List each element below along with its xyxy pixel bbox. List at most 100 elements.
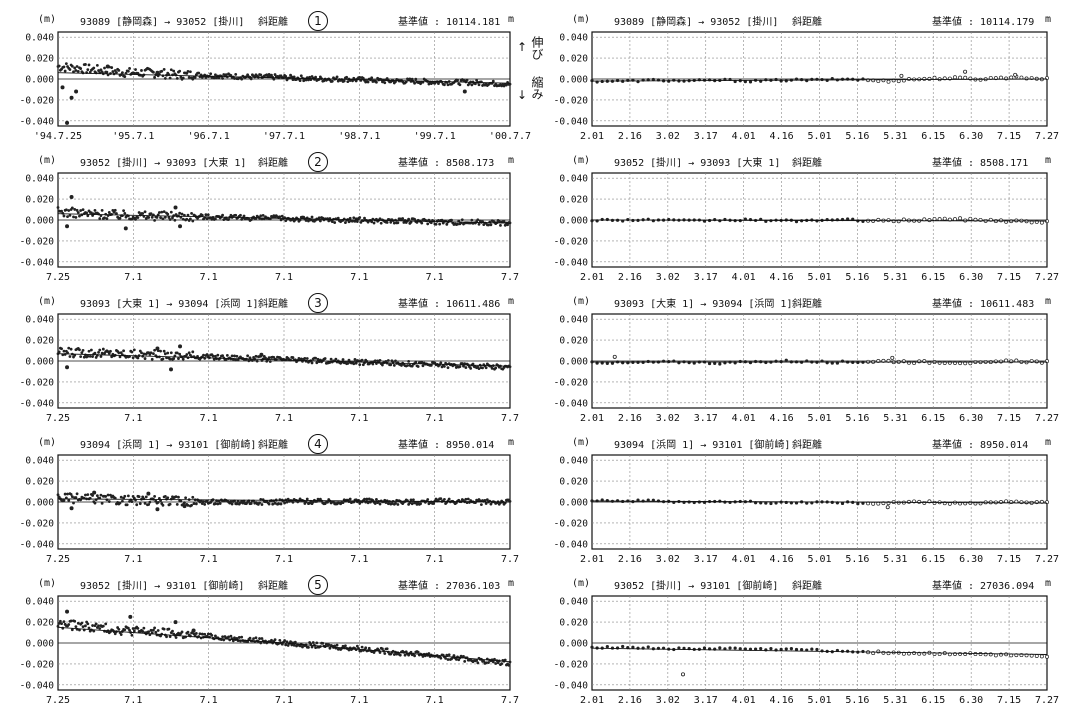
data-point [75, 208, 79, 212]
data-point [477, 222, 481, 226]
data-point [784, 647, 788, 651]
data-point [851, 217, 855, 221]
data-point [191, 350, 195, 354]
stretch-label: 伸び [530, 36, 544, 60]
data-point [180, 212, 184, 216]
x-tick-label: 7.27 [1035, 695, 1059, 706]
data-point [605, 645, 609, 649]
route-label: 93089 [静岡森] → 93052 [掛川] [614, 17, 779, 28]
data-point [190, 211, 193, 215]
data-point [426, 222, 430, 226]
data-point [460, 218, 464, 222]
data-point [378, 217, 382, 221]
data-point [407, 217, 411, 221]
data-point [346, 80, 350, 84]
data-point [56, 206, 60, 209]
y-tick-label: 0.000 [25, 216, 54, 227]
data-point [314, 75, 318, 79]
data-point [234, 358, 238, 362]
data-point [159, 216, 162, 220]
metric-label: 斜距離 [258, 299, 288, 310]
data-point [123, 75, 127, 78]
data-point [344, 221, 347, 224]
data-point [123, 211, 127, 215]
x-tick-label: 3.17 [694, 272, 718, 283]
data-point [470, 218, 474, 222]
data-point [718, 646, 722, 650]
data-point [278, 215, 282, 219]
y-tick-label: 0.020 [559, 618, 588, 629]
data-point [284, 74, 288, 78]
data-point [429, 221, 433, 225]
data-point [347, 220, 351, 224]
data-point [149, 212, 153, 216]
data-point [92, 66, 96, 70]
x-tick-label: 7.1 [350, 413, 368, 424]
data-point [284, 219, 288, 223]
metric-label: 斜距離 [258, 17, 288, 28]
data-point [438, 222, 442, 226]
y-tick-label: 0.000 [25, 357, 54, 368]
unit-label: (m) [38, 155, 57, 166]
data-point [68, 68, 72, 71]
y-tick-label: -0.020 [554, 95, 589, 106]
data-point [168, 357, 172, 361]
data-point [140, 351, 143, 355]
x-tick-label: 3.02 [656, 131, 680, 142]
data-point [160, 210, 164, 214]
data-point [175, 76, 179, 80]
data-point [160, 69, 164, 73]
data-point [168, 218, 172, 221]
data-point [769, 646, 773, 651]
data-point [748, 80, 753, 84]
data-point [242, 214, 246, 218]
data-point [330, 79, 334, 83]
data-point [379, 221, 383, 225]
data-point-outlier [155, 70, 160, 75]
x-tick-label: 7.15 [997, 131, 1021, 142]
x-tick-label: 6.15 [921, 695, 945, 706]
x-tick-label: '97.7.1 [263, 131, 305, 142]
x-tick-label: 4.01 [732, 272, 756, 283]
x-tick-label: '00.7.7 [489, 131, 531, 142]
data-point [336, 216, 340, 220]
data-point [181, 76, 185, 80]
baseline-value: 基準値 : 10114.179 [932, 17, 1035, 28]
y-tick-label: 0.040 [559, 597, 588, 608]
route-label: 93052 [掛川] → 93093 [大東 1] [80, 158, 247, 169]
baseline-value: 基準値 : 8508.173 [398, 158, 495, 169]
data-point [150, 357, 154, 361]
x-tick-label: 7.1 [350, 272, 368, 283]
data-point [131, 356, 135, 360]
data-point [57, 350, 61, 354]
data-point [1034, 654, 1039, 658]
x-tick-label: 6.15 [921, 272, 945, 283]
data-point [75, 65, 79, 68]
data-point [87, 63, 91, 67]
data-point [66, 215, 69, 219]
data-point [78, 214, 81, 218]
x-tick-label: 7.1 [275, 272, 293, 283]
meter-unit: m [1045, 155, 1052, 166]
data-point [456, 78, 459, 82]
data-point [240, 77, 244, 81]
data-point-outlier [178, 224, 183, 229]
data-point [136, 356, 140, 360]
stretch-arrow: ↑ [517, 40, 528, 54]
trend-line [57, 213, 511, 224]
data-point [84, 63, 87, 66]
data-point [181, 217, 185, 221]
data-point [392, 221, 396, 225]
data-point [191, 219, 195, 223]
data-point [728, 646, 732, 650]
data-point [109, 349, 112, 353]
data-point [179, 75, 183, 79]
data-point [197, 71, 201, 75]
data-point [66, 351, 69, 355]
data-point [259, 73, 263, 77]
data-point [126, 69, 130, 73]
meter-unit: m [508, 155, 515, 166]
data-point [352, 216, 356, 220]
